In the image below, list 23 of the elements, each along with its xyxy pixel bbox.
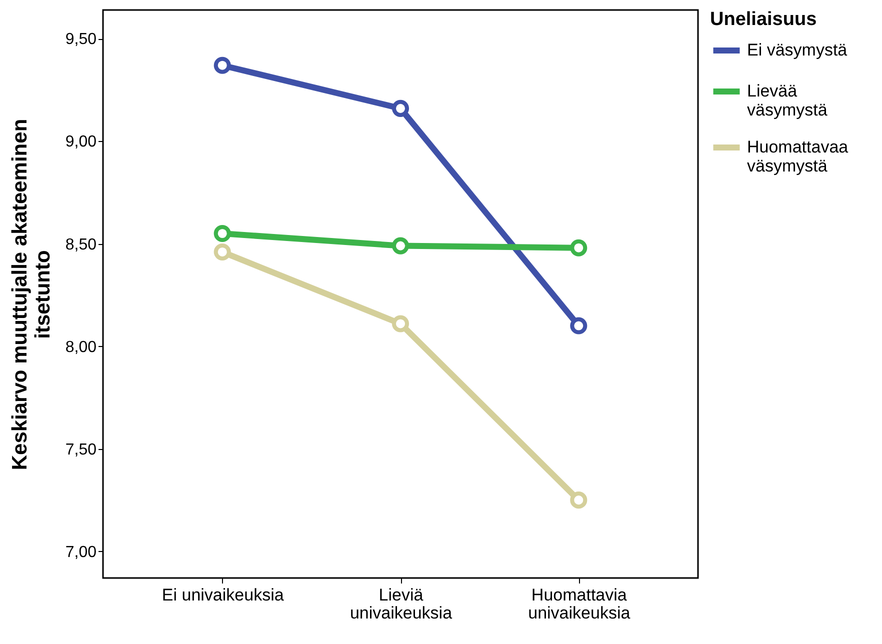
point — [570, 239, 588, 256]
point — [570, 492, 588, 509]
y-tick-label: 9,00 — [65, 134, 97, 151]
point — [214, 225, 231, 242]
y-tick-label: 9,50 — [65, 31, 97, 48]
y-tick-label: 7,00 — [65, 544, 97, 561]
x-tick-label: Huomattavia univaikeuksia — [528, 586, 631, 622]
legend-label: Huomattavaa väsymystä — [747, 138, 849, 176]
point — [570, 317, 588, 334]
point — [214, 56, 231, 74]
x-tick-label: Lieviä univaikeuksia — [350, 586, 453, 622]
point — [392, 100, 410, 117]
legend-label: Lievää väsymystä — [747, 82, 828, 120]
y-tick-label: 8,00 — [65, 338, 97, 356]
x-tick-label: Ei univaikeuksia — [162, 586, 284, 604]
y-tick-label: 8,50 — [65, 236, 97, 254]
y-tick-label: 7,50 — [65, 441, 97, 458]
point — [392, 237, 410, 254]
point — [392, 315, 410, 332]
legend-title: Uneliaisuus — [710, 9, 817, 30]
y-axis-title: Keskiarvo muuttujalle akateeminen itsetunto — [8, 118, 54, 470]
legend-label: Ei väsymystä — [747, 40, 848, 60]
point — [214, 243, 231, 260]
